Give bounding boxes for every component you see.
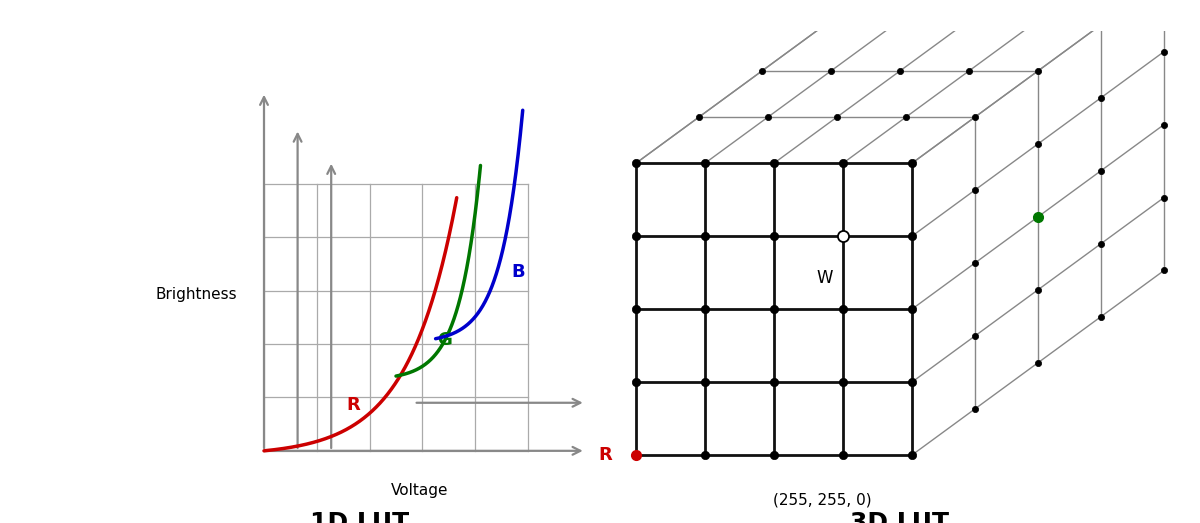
- Text: R: R: [346, 396, 360, 414]
- Text: B: B: [511, 264, 524, 281]
- Text: G: G: [437, 331, 451, 349]
- Text: Voltage: Voltage: [391, 483, 449, 498]
- Text: 3D LUT: 3D LUT: [851, 511, 949, 523]
- Text: (255, 255, 0): (255, 255, 0): [773, 493, 871, 508]
- Text: R: R: [599, 446, 612, 464]
- Text: W: W: [817, 269, 833, 287]
- Text: Brightness: Brightness: [156, 287, 238, 302]
- Text: 1D LUT: 1D LUT: [311, 510, 409, 523]
